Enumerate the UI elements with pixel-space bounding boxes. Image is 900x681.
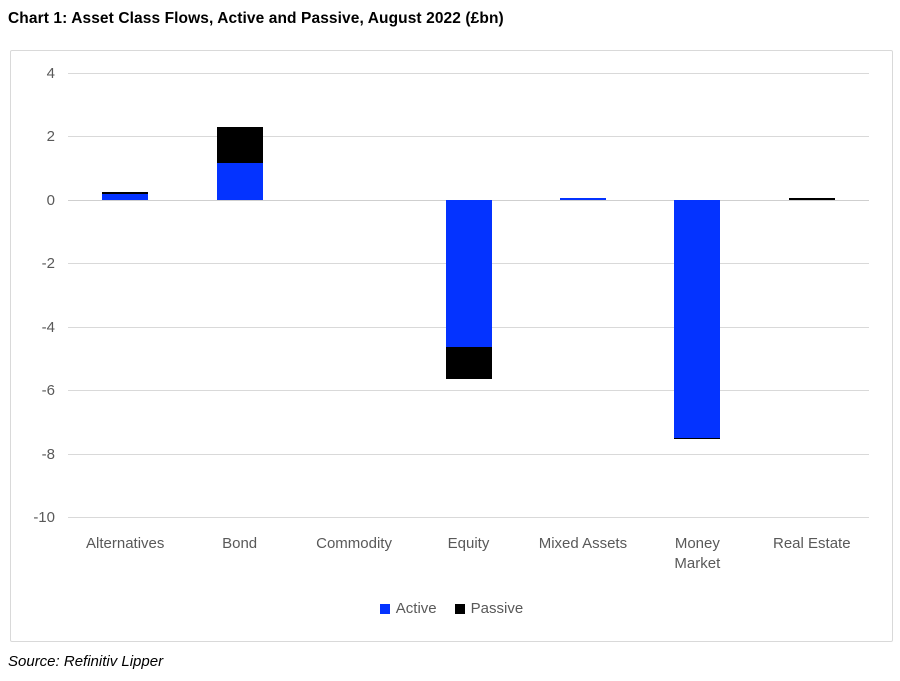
bar-passive-money-market: [674, 437, 721, 440]
y-gridline: [68, 517, 869, 518]
y-tick-label: -2: [41, 255, 55, 273]
bar-active-mixed-assets: [559, 197, 606, 200]
bar-active-money-market: [674, 199, 721, 438]
legend-label: Passive: [470, 600, 524, 617]
x-category-label-commodity: Commodity: [316, 535, 392, 552]
bar-passive-equity: [445, 347, 492, 380]
y-tick-label: -6: [41, 382, 55, 400]
x-category-label-equity: Equity: [447, 535, 490, 552]
passive-color-swatch: [454, 603, 465, 614]
bar-passive-bond: [216, 126, 263, 164]
bar-passive-alternatives: [102, 191, 149, 194]
x-category-label-real-estate: Real Estate: [773, 535, 851, 552]
legend-item-active: Active: [379, 600, 437, 617]
x-category-label-mixed-assets: Mixed Assets: [538, 535, 628, 552]
y-gridline: [68, 136, 869, 138]
y-tick-label: -8: [41, 445, 55, 463]
bar-active-alternatives: [102, 193, 149, 200]
bar-passive-real-estate: [788, 198, 835, 200]
source-note: Source: Refinitiv Lipper: [8, 653, 164, 670]
y-tick-label: 2: [46, 128, 55, 146]
bar-active-equity: [445, 199, 492, 348]
y-tick-label: -4: [41, 318, 55, 336]
legend: Active Passive: [11, 600, 892, 617]
chart-title: Chart 1: Asset Class Flows, Active and P…: [8, 10, 504, 27]
y-gridline: [68, 73, 869, 74]
x-category-label-bond: Bond: [222, 535, 258, 552]
legend-item-passive: Passive: [454, 600, 524, 617]
plot-area: [68, 73, 869, 518]
y-gridline: [68, 453, 869, 455]
chart-frame: 4 2 0 -2 -4 -6 -8 -10 Alternatives Bond Commodity…: [10, 50, 893, 642]
y-tick-label: 0: [46, 191, 55, 209]
x-category-label-money-market: Money Market: [674, 535, 721, 572]
active-color-swatch: [379, 603, 390, 614]
y-gridline: [68, 390, 869, 392]
y-tick-label: -10: [33, 509, 55, 526]
bar-active-bond: [216, 163, 263, 200]
x-category-label-alternatives: Alternatives: [86, 535, 165, 552]
y-tick-label: 4: [46, 65, 55, 82]
legend-label: Active: [395, 600, 437, 617]
